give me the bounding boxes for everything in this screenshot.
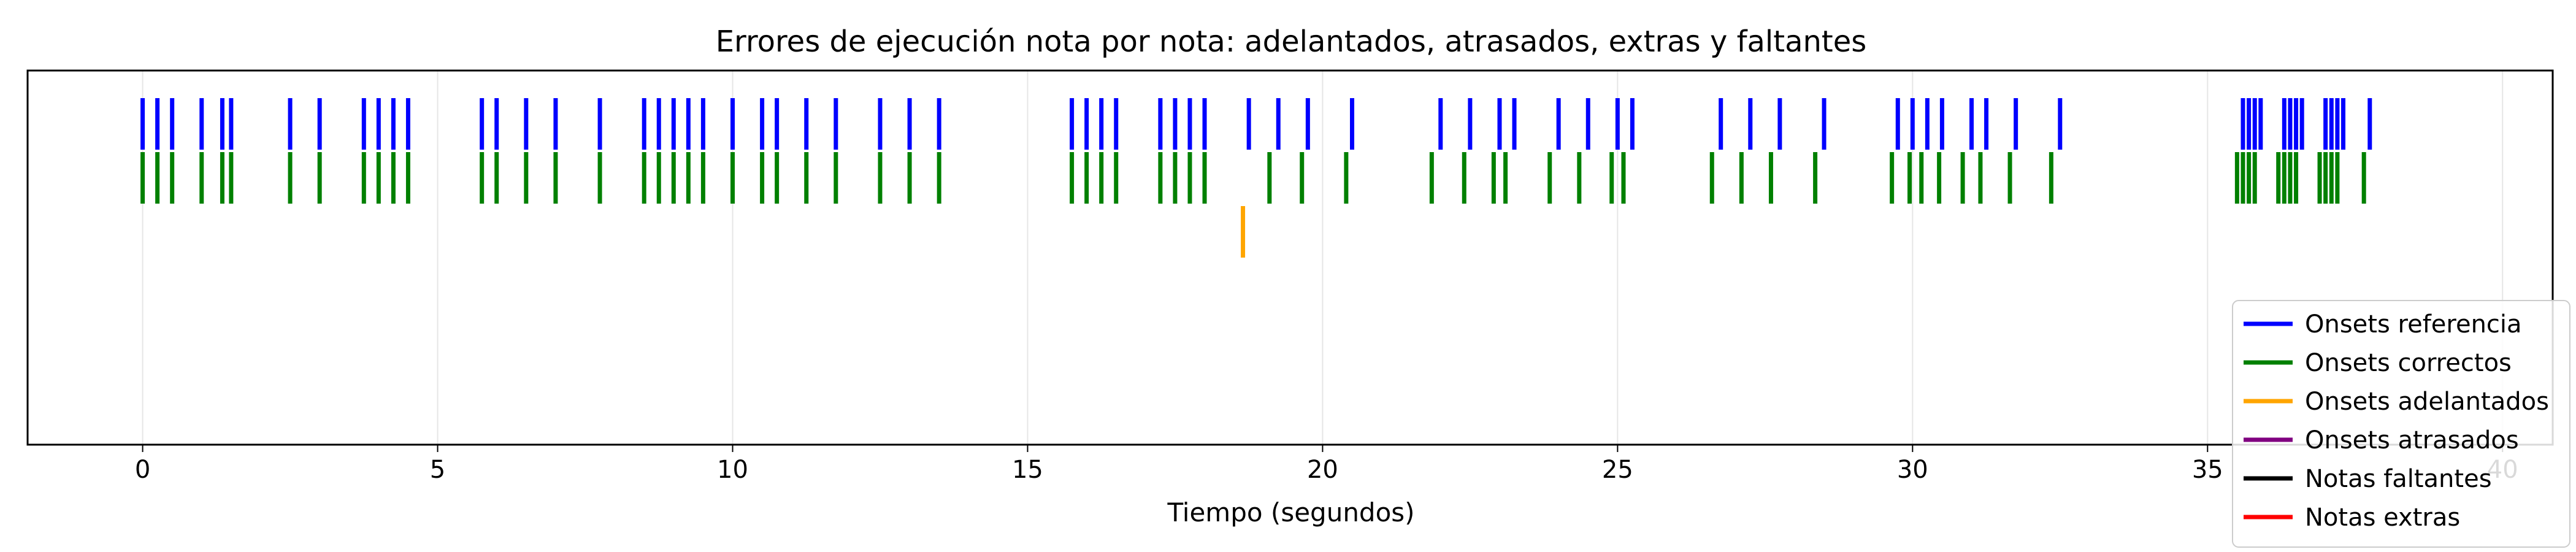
legend-entry: Onsets referencia [2305,310,2522,339]
legend: Onsets referencia Onsets correctos Onsets … [2232,300,2570,548]
legend-entry: Notas extras [2305,504,2460,532]
event-marks [140,98,2372,258]
chart-title: Errores de ejecución nota por nota: adel… [716,25,1867,59]
legend-entry: Onsets adelantados [2305,388,2549,416]
x-axis-label: Tiempo (segundos) [1167,497,1414,527]
plot-frame [26,69,2554,446]
x-tick-label: 30 [1897,456,1928,484]
x-tick-label: 25 [1602,456,1633,484]
x-tick-label: 15 [1012,456,1043,484]
x-tick-label: 20 [1307,456,1338,484]
x-tick-label: 5 [430,456,445,484]
x-tick-label: 0 [135,456,150,484]
legend-entry: Onsets correctos [2305,349,2512,377]
x-tick-label: 35 [2192,456,2223,484]
x-tick-label: 10 [717,456,748,484]
legend-entry: Notas faltantes [2305,465,2492,493]
legend-entry: Onsets atrasados [2305,426,2519,454]
legend-box [2232,300,2570,548]
